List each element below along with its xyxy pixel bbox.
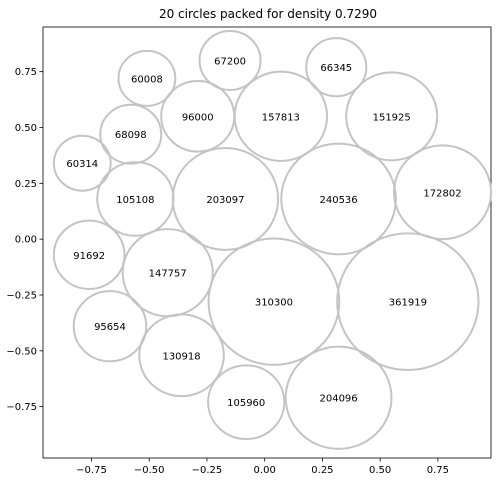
packed-circle: [99, 103, 163, 165]
packed-circle: [207, 364, 286, 441]
circle-label: 240536: [319, 195, 357, 206]
packed-circle: [138, 313, 225, 398]
circle-label: 66345: [320, 63, 352, 74]
packed-circle: [393, 144, 493, 241]
circles-layer: [52, 30, 493, 450]
circle-labels-layer: 67200 66345 60008 96000 157813 151925 68098 603…: [66, 56, 461, 409]
y-tick-label: 0.75: [15, 67, 37, 78]
circle-label: 95654: [94, 322, 126, 333]
packed-circle: [117, 49, 177, 107]
packed-circle: [52, 219, 126, 290]
y-tick-label: 0.25: [15, 179, 37, 190]
packed-circle: [52, 134, 112, 192]
packed-circle: [171, 147, 280, 251]
x-tick-label: 0.75: [427, 465, 449, 476]
x-tick-label: −0.25: [192, 465, 223, 476]
x-tick-label: −0.50: [134, 465, 165, 476]
y-tick-label: −0.75: [6, 402, 37, 413]
packed-circle: [207, 237, 341, 366]
packed-circle: [305, 37, 368, 98]
y-tick-label: 0.50: [15, 123, 37, 134]
packed-circle: [72, 290, 148, 363]
y-tick-label: −0.50: [6, 346, 37, 357]
circle-label: 60008: [131, 74, 163, 85]
x-axis: −0.75 −0.50 −0.25 0.00 0.25 0.50 0.75: [76, 458, 449, 476]
y-tick-label: −0.25: [6, 290, 37, 301]
circle-label: 67200: [214, 56, 246, 67]
circle-label: 172802: [423, 188, 461, 199]
y-tick-label: 0.00: [15, 235, 37, 246]
circle-label: 105960: [227, 398, 265, 409]
circle-label: 60314: [66, 159, 98, 170]
circle-label: 91692: [73, 251, 105, 262]
circle-label: 310300: [255, 298, 293, 309]
circle-label: 130918: [162, 351, 200, 362]
y-axis: 0.75 0.50 0.25 0.00 −0.25 −0.50 −0.75: [6, 67, 43, 413]
circle-label: 361919: [389, 298, 427, 309]
circle-label: 105108: [116, 195, 154, 206]
packed-circle: [284, 345, 393, 450]
x-tick-label: 0.00: [254, 465, 276, 476]
packed-circle: [345, 71, 439, 162]
packed-circle: [233, 70, 329, 162]
x-tick-label: −0.75: [76, 465, 107, 476]
circle-label: 151925: [373, 112, 411, 123]
circle-label: 96000: [182, 112, 214, 123]
x-tick-label: 0.50: [369, 465, 391, 476]
circle-label: 157813: [262, 112, 300, 123]
packed-circle: [280, 142, 397, 256]
circle-label: 203097: [206, 195, 244, 206]
chart-title: 20 circles packed for density 0.7290: [159, 7, 377, 21]
x-tick-label: 0.25: [311, 465, 333, 476]
plot-frame: [42, 26, 492, 459]
circle-label: 68098: [115, 130, 147, 141]
circle-label: 204096: [319, 394, 357, 405]
circle-label: 147757: [149, 269, 187, 280]
packed-circle: [198, 30, 262, 91]
packed-circle: [336, 232, 480, 372]
